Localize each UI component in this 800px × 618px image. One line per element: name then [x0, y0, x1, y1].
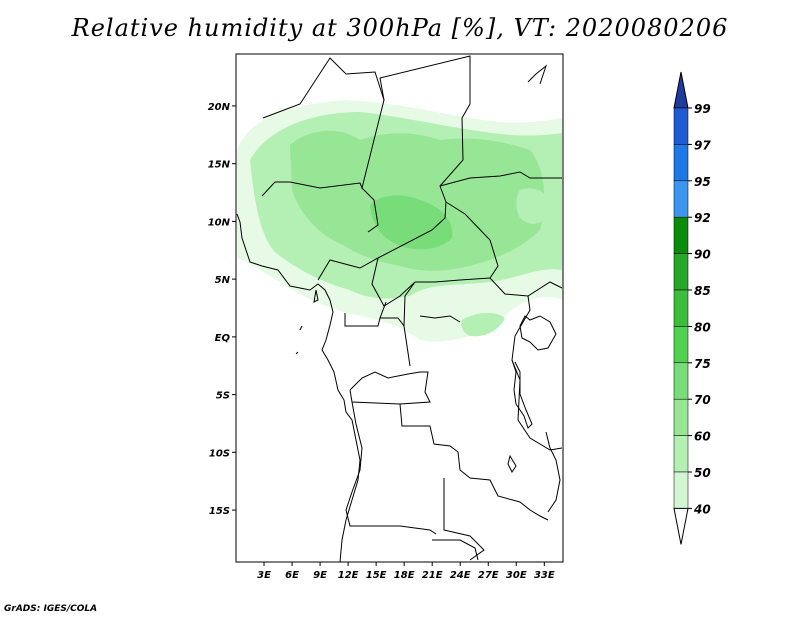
lon-tick-label: 24E — [450, 570, 471, 581]
colorbar-swatch — [673, 471, 689, 509]
lat-tick-label: 15N — [208, 160, 231, 171]
lon-tick-label: 9E — [313, 570, 327, 581]
colorbar-swatch — [673, 216, 689, 254]
lon-tick-label: 30E — [506, 570, 527, 581]
colorbar-label: 97 — [694, 138, 711, 152]
lat-tick-label: 5N — [215, 275, 231, 286]
country-borders — [261, 55, 563, 561]
colorbar-label: 75 — [694, 357, 711, 371]
lat-tick-label: EQ — [215, 333, 231, 344]
coastlines — [236, 64, 561, 563]
lon-tick-label: 15E — [366, 570, 387, 581]
lon-tick-label: 12E — [338, 570, 359, 581]
colorbar-swatch — [673, 362, 689, 400]
lat-tick-label: 10S — [209, 448, 230, 459]
colorbar-label: 70 — [694, 393, 711, 407]
colorbar-swatch — [673, 326, 689, 364]
colorbar-label: 90 — [694, 248, 711, 262]
colorbar-label: 80 — [694, 320, 711, 334]
colorbar-swatch — [673, 253, 689, 291]
colorbar-label: 92 — [694, 211, 711, 225]
colorbar-label: 40 — [693, 502, 711, 516]
colorbar-label: 60 — [694, 430, 711, 444]
longitude-axis: 3E 6E 9E 12E 15E 18E 21E 24E 27E 30E 33E — [257, 562, 555, 581]
colorbar-swatch — [673, 435, 689, 473]
colorbar-swatch — [673, 289, 689, 327]
lon-tick-label: 33E — [534, 570, 555, 581]
humidity-blob-ne — [516, 188, 552, 224]
lon-tick-label: 27E — [478, 570, 499, 581]
humidity-band-deep — [370, 195, 453, 250]
lon-tick-label: 3E — [257, 570, 271, 581]
latitude-axis: 20N 15N 10N 5N EQ 5S 10S 15S — [208, 102, 236, 517]
colorbar-label: 85 — [694, 284, 711, 298]
colorbar-swatch — [673, 107, 689, 145]
colorbar: 99 97 95 92 90 85 80 75 70 60 50 40 — [673, 71, 711, 545]
lat-tick-label: 15S — [209, 506, 230, 517]
humidity-blob-east — [461, 312, 505, 337]
lon-tick-label: 18E — [394, 570, 415, 581]
map-frame — [235, 53, 564, 563]
colorbar-swatch — [673, 398, 689, 436]
colorbar-top-arrow — [673, 71, 689, 109]
lon-tick-label: 21E — [422, 570, 443, 581]
lat-tick-label: 5S — [216, 391, 230, 402]
colorbar-bottom-arrow — [673, 507, 689, 545]
grads-credit: GrADS: IGES/COLA — [4, 604, 98, 614]
humidity-field — [237, 100, 563, 342]
colorbar-label: 95 — [694, 175, 711, 189]
colorbar-label: 99 — [694, 102, 711, 116]
colorbar-label: 50 — [694, 466, 711, 480]
lat-tick-label: 20N — [208, 102, 231, 113]
map-title: Relative humidity at 300hPa [%], VT: 202… — [71, 14, 729, 42]
colorbar-swatch — [673, 180, 689, 218]
lon-tick-label: 6E — [285, 570, 299, 581]
lat-tick-label: 10N — [208, 217, 231, 228]
colorbar-swatch — [673, 144, 689, 182]
